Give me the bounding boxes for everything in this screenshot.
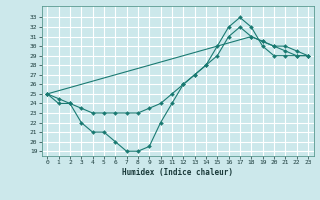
X-axis label: Humidex (Indice chaleur): Humidex (Indice chaleur) (122, 168, 233, 177)
